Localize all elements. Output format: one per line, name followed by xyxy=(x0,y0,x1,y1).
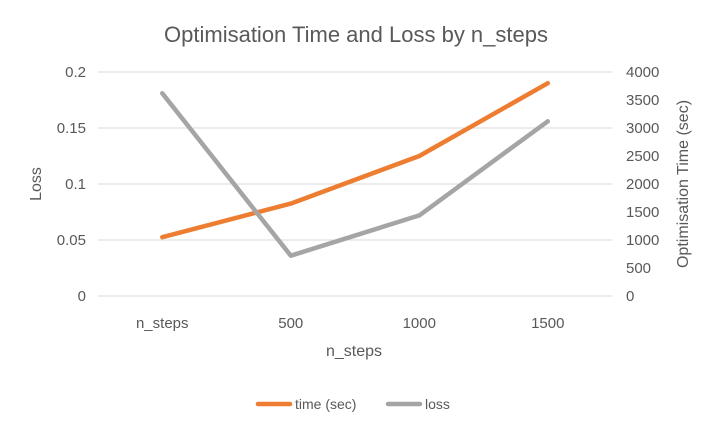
right-axis-title: Optimisation Time (sec) xyxy=(675,100,692,268)
chart-title: Optimisation Time and Loss by n_steps xyxy=(164,22,548,47)
right-tick-label: 2000 xyxy=(626,176,659,193)
legend-label: time (sec) xyxy=(295,396,356,412)
right-tick-label: 0 xyxy=(626,288,634,305)
right-tick-label: 4000 xyxy=(626,64,659,81)
right-tick-label: 1000 xyxy=(626,232,659,249)
series-line-time-sec xyxy=(160,80,551,240)
left-tick-label: 0.05 xyxy=(57,232,86,249)
series-line-loss xyxy=(160,91,551,258)
x-tick-label: 1500 xyxy=(531,315,564,332)
left-tick-label: 0.15 xyxy=(57,120,86,137)
x-tick-label: 1000 xyxy=(403,315,436,332)
legend-label: loss xyxy=(425,396,450,412)
legend: time (sec) loss xyxy=(255,396,450,412)
gridlines xyxy=(98,71,612,297)
x-tick-label: 500 xyxy=(278,315,303,332)
left-axis-ticks: 0 0.05 0.1 0.15 0.2 xyxy=(57,64,86,305)
right-tick-label: 2500 xyxy=(626,148,659,165)
right-tick-label: 1500 xyxy=(626,204,659,221)
right-tick-label: 500 xyxy=(626,260,651,277)
left-tick-label: 0.1 xyxy=(65,176,86,193)
right-tick-label: 3000 xyxy=(626,120,659,137)
left-axis-title: Loss xyxy=(28,167,45,201)
right-tick-label: 3500 xyxy=(626,92,659,109)
right-axis-ticks: 0 500 1000 1500 2000 2500 3000 3500 4000 xyxy=(626,64,659,305)
series-lines xyxy=(160,80,551,258)
left-tick-label: 0 xyxy=(78,288,86,305)
left-tick-label: 0.2 xyxy=(65,64,86,81)
x-axis-title: n_steps xyxy=(326,343,382,360)
x-tick-label: n_steps xyxy=(136,315,189,332)
x-axis-ticks: n_steps 500 1000 1500 xyxy=(136,315,564,332)
